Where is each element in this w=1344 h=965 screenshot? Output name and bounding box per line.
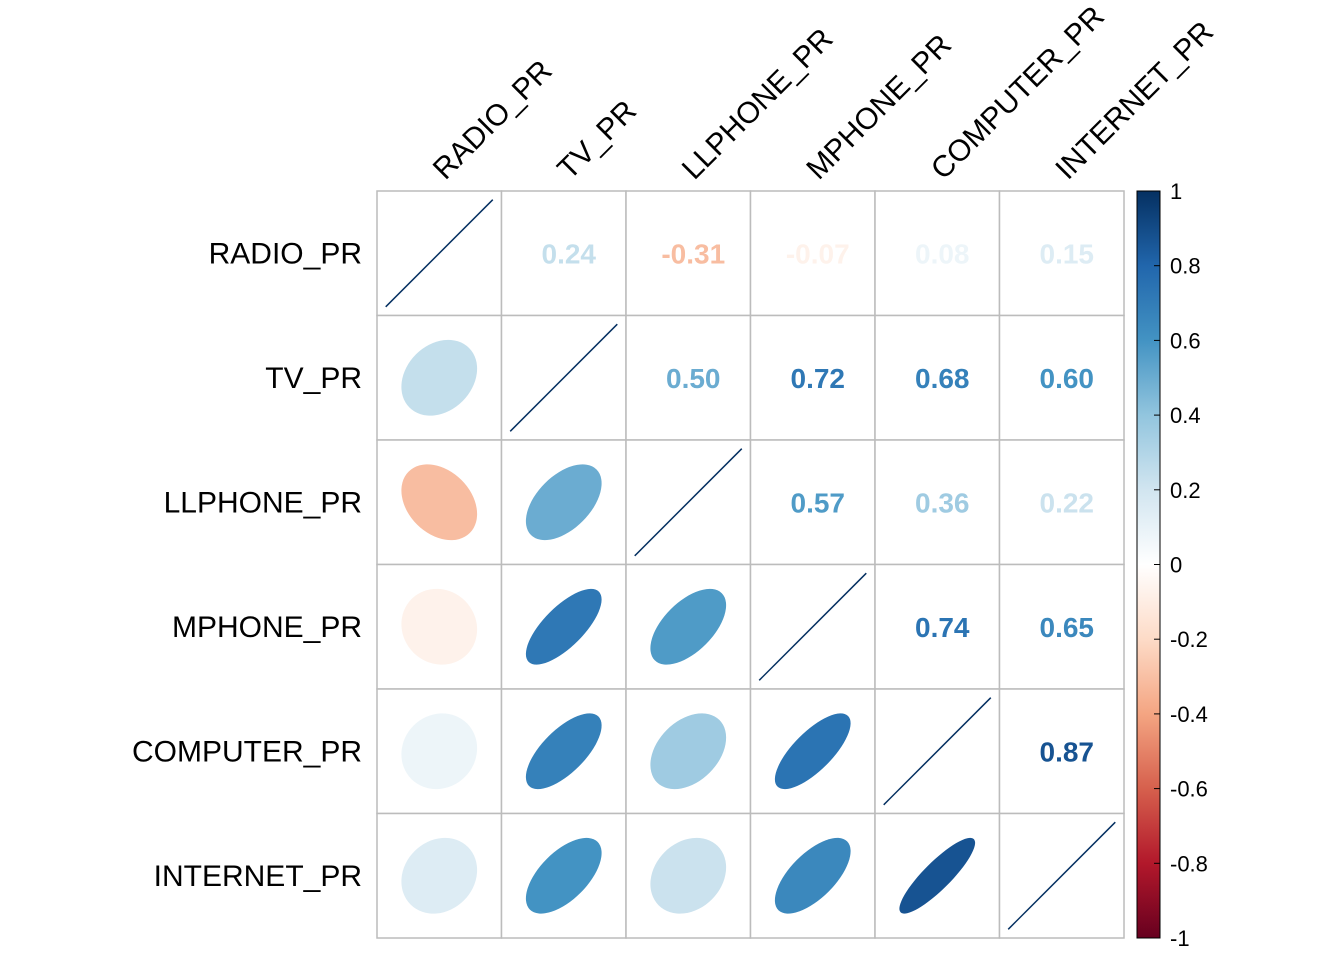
cell-llphone-pr-tv-pr <box>500 439 627 566</box>
colorbar-tick-label-0p6: 0.6 <box>1170 328 1201 353</box>
colorbar-tick-label-neg0p6: -0.6 <box>1170 777 1208 802</box>
cell-llphone-pr-internet-pr <box>998 439 1125 566</box>
ellipse-diagonal-mphone-pr <box>758 572 867 681</box>
col-label-radio-pr: RADIO_PR <box>427 54 559 186</box>
coef-mphone-pr-internet-pr: 0.65 <box>1040 612 1095 643</box>
cell-tv-pr-mphone-pr <box>749 314 876 441</box>
ellipse-computer-pr-mphone-pr <box>774 713 851 790</box>
coef-radio-pr-internet-pr: 0.15 <box>1040 238 1095 269</box>
coef-llphone-pr-computer-pr: 0.36 <box>915 487 970 518</box>
cell-radio-pr-llphone-pr <box>625 190 752 317</box>
ellipse-diagonal-radio-pr <box>385 199 494 308</box>
ellipse-diagonal-computer-pr <box>883 697 992 806</box>
coef-llphone-pr-internet-pr: 0.22 <box>1040 487 1095 518</box>
colorbar-tick-label-neg0p8: -0.8 <box>1170 851 1208 876</box>
row-label-computer-pr: COMPUTER_PR <box>132 735 362 768</box>
ellipse-mphone-pr-radio-pr <box>401 588 478 665</box>
cell-mphone-pr-internet-pr <box>998 563 1125 690</box>
ellipse-internet-pr-tv-pr <box>525 837 602 914</box>
ellipse-mphone-pr-llphone-pr <box>650 588 727 665</box>
ellipse-llphone-pr-radio-pr <box>401 464 478 541</box>
colorbar-tick-label-neg0p2: -0.2 <box>1170 627 1208 652</box>
colorbar-tick-label-0: 0 <box>1170 553 1182 578</box>
ellipse-internet-pr-mphone-pr <box>774 837 851 914</box>
colorbar-tick-label-0p2: 0.2 <box>1170 478 1201 503</box>
coef-radio-pr-mphone-pr: -0.07 <box>786 238 850 269</box>
row-label-tv-pr: TV_PR <box>265 362 362 395</box>
colorbar-tick-label-0p8: 0.8 <box>1170 254 1201 279</box>
cell-radio-pr-tv-pr <box>500 190 627 317</box>
ellipse-computer-pr-radio-pr <box>401 713 478 790</box>
cell-mphone-pr-computer-pr <box>874 563 1001 690</box>
ellipse-diagonal-internet-pr <box>1007 821 1116 930</box>
row-label-radio-pr: RADIO_PR <box>209 237 362 270</box>
coef-tv-pr-llphone-pr: 0.50 <box>666 363 721 394</box>
ellipse-diagonal-tv-pr <box>509 323 618 432</box>
ellipse-internet-pr-computer-pr <box>899 837 976 914</box>
row-label-internet-pr: INTERNET_PR <box>154 860 362 893</box>
coef-radio-pr-tv-pr: 0.24 <box>542 238 597 269</box>
col-label-tv-pr: TV_PR <box>551 94 643 186</box>
colorbar: 1 0.8 0.6 0.4 0.2 0 -0.2 -0.4 -0.6 -0.8 -1 <box>1136 179 1208 951</box>
coef-tv-pr-mphone-pr: 0.72 <box>791 363 846 394</box>
coef-radio-pr-computer-pr: 0.08 <box>915 238 970 269</box>
cell-radio-pr-internet-pr <box>998 190 1125 317</box>
colorbar-tick-label-neg1: -1 <box>1170 926 1190 951</box>
coef-llphone-pr-mphone-pr: 0.57 <box>791 487 846 518</box>
ellipse-tv-pr-radio-pr <box>401 339 478 416</box>
colorbar-tick-label-neg0p4: -0.4 <box>1170 702 1208 727</box>
coef-tv-pr-internet-pr: 0.60 <box>1040 363 1095 394</box>
coef-radio-pr-llphone-pr: -0.31 <box>661 238 725 269</box>
cell-radio-pr-mphone-pr <box>749 190 876 317</box>
cell-radio-pr-computer-pr <box>874 190 1001 317</box>
marks-layer: 0.24 -0.31 -0.07 0.08 0.15 0.50 0.72 0.68 0.60 0.… <box>385 199 1116 930</box>
row-label-mphone-pr: MPHONE_PR <box>172 611 362 644</box>
coef-mphone-pr-computer-pr: 0.74 <box>915 612 970 643</box>
cell-llphone-pr-mphone-pr <box>749 439 876 566</box>
ellipse-internet-pr-radio-pr <box>401 837 478 914</box>
ellipse-mphone-pr-tv-pr <box>525 588 602 665</box>
ellipse-diagonal-llphone-pr <box>634 448 743 557</box>
ellipse-internet-pr-llphone-pr <box>650 837 727 914</box>
ellipse-computer-pr-tv-pr <box>525 713 602 790</box>
coef-tv-pr-computer-pr: 0.68 <box>915 363 970 394</box>
ellipse-computer-pr-llphone-pr <box>650 713 727 790</box>
colorbar-tick-label-1: 1 <box>1170 179 1182 204</box>
cell-computer-pr-internet-pr <box>998 688 1125 815</box>
row-label-llphone-pr: LLPHONE_PR <box>164 486 362 519</box>
cell-llphone-pr-computer-pr <box>874 439 1001 566</box>
colorbar-tick-label-0p4: 0.4 <box>1170 403 1201 428</box>
coef-computer-pr-internet-pr: 0.87 <box>1040 736 1095 767</box>
cell-tv-pr-internet-pr <box>998 314 1125 441</box>
cells-layer <box>376 190 1125 939</box>
